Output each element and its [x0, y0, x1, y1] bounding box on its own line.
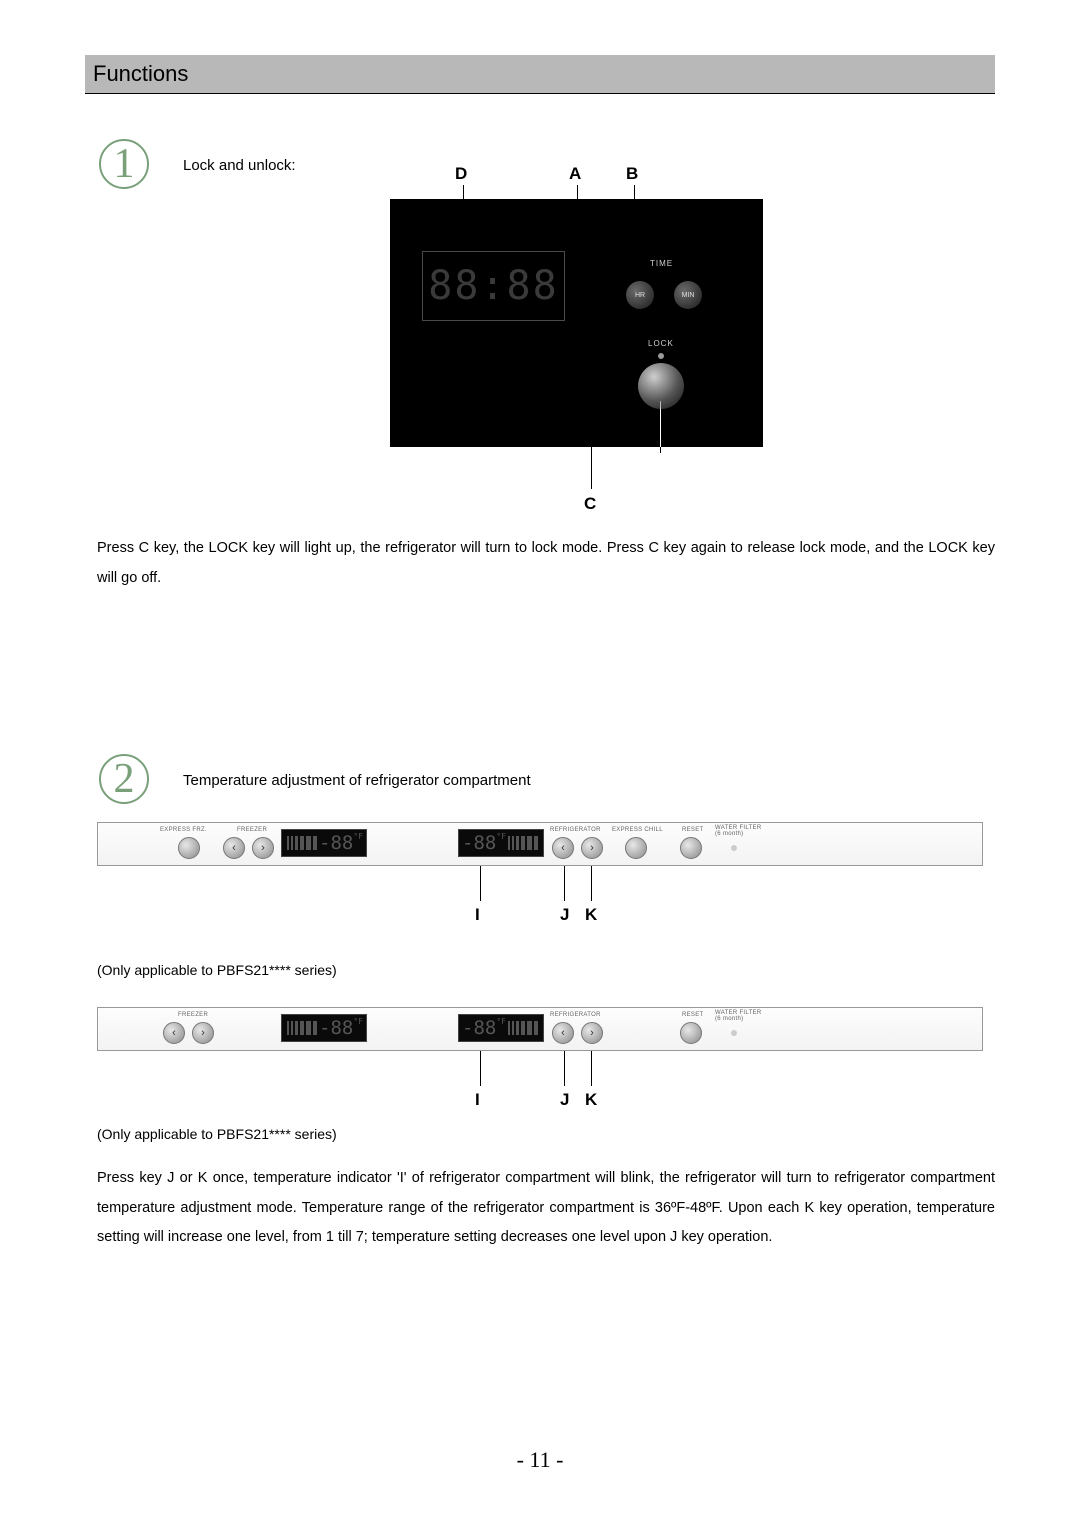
lbl-refrigerator-2: REFRIGERATOR: [550, 1012, 601, 1018]
lock-indicator-dot: [658, 353, 664, 359]
line-C-inside: [660, 401, 661, 453]
freezer-temp-2: -88: [319, 1017, 353, 1039]
line-C: [591, 447, 592, 489]
section-number-2: 2: [99, 754, 149, 804]
section-2-label: Temperature adjustment of refrigerator c…: [183, 772, 531, 789]
section-1-label: Lock and unlock:: [183, 157, 296, 174]
line-B: [634, 185, 635, 199]
c-J-2: [564, 1051, 565, 1086]
line-D: [463, 185, 464, 199]
callout-I-2: I: [475, 1090, 480, 1110]
c-J-1: [564, 866, 565, 901]
section-1: 1 Lock and unlock: D A B C 88:88 TIME HR…: [85, 149, 995, 709]
strip1-note: (Only applicable to PBFS21**** series): [97, 962, 337, 978]
lock-label: LOCK: [648, 339, 674, 348]
freezer-display: -88 °F: [281, 829, 367, 857]
unit-f3: °F: [353, 1017, 363, 1026]
callout-I-1: I: [475, 905, 480, 925]
page-root: Functions 1 Lock and unlock: D A B C 88:…: [0, 0, 1080, 1384]
callout-K-1: K: [585, 905, 597, 925]
lbl-freezer-2: FREEZER: [178, 1012, 208, 1018]
lbl-reset-2: RESET: [682, 1012, 704, 1018]
line-A: [577, 185, 578, 199]
btn-freezer-down[interactable]: ‹: [223, 837, 245, 859]
unit-f2: °F: [496, 832, 506, 841]
section-1-desc: Press C key, the LOCK key will light up,…: [97, 534, 995, 593]
callout-J-2: J: [560, 1090, 569, 1110]
section-2-desc: Press key J or K once, temperature indic…: [97, 1164, 995, 1253]
strip2-frame: FREEZER ‹ › -88 °F -88 °F REFRIGERATOR ‹…: [97, 1007, 983, 1051]
bars-icon-4: [508, 1021, 538, 1035]
num-2: 2: [114, 755, 135, 803]
fridge-temp-2: -88: [462, 1017, 496, 1039]
unit-f1: °F: [353, 832, 363, 841]
black-panel: 88:88 TIME HR MIN LOCK: [390, 199, 763, 447]
c-K-1: [591, 866, 592, 901]
section-2: 2 Temperature adjustment of refrigerator…: [85, 764, 995, 1344]
strip1-frame: EXPRESS FRZ. FREEZER ‹ › -88 °F -88 °F: [97, 822, 983, 866]
bars-icon: [287, 836, 317, 850]
callout-B: B: [626, 164, 638, 184]
clock-display: 88:88: [422, 251, 565, 321]
lbl-reset: RESET: [682, 827, 704, 833]
bars-icon-3: [287, 1021, 317, 1035]
callout-C: C: [584, 494, 596, 514]
page-title: Functions: [93, 61, 188, 86]
lbl-express-chill: EXPRESS CHILL: [612, 827, 663, 833]
btn-reset-2[interactable]: [680, 1022, 702, 1044]
btn-freezer-up-2[interactable]: ›: [192, 1022, 214, 1044]
freezer-display-2: -88 °F: [281, 1014, 367, 1042]
fridge-display: -88 °F: [458, 829, 544, 857]
section-1-desc-text: Press C key, the LOCK key will light up,…: [97, 540, 995, 586]
btn-freezer-down-2[interactable]: ‹: [163, 1022, 185, 1044]
lbl-express-frz: EXPRESS FRZ.: [160, 827, 207, 833]
callout-K-2: K: [585, 1090, 597, 1110]
lbl-water-filter-2: WATER FILTER (6 month): [715, 1010, 765, 1022]
unit-f4: °F: [496, 1017, 506, 1026]
strip2-note: (Only applicable to PBFS21**** series): [97, 1126, 337, 1142]
btn-express-chill[interactable]: [625, 837, 647, 859]
section-number-1: 1: [99, 139, 149, 189]
num-1: 1: [114, 140, 135, 188]
water-filter-led: [731, 845, 737, 851]
lock-button[interactable]: [638, 363, 684, 409]
c-I-2: [480, 1051, 481, 1086]
min-button[interactable]: MIN: [674, 281, 702, 309]
hr-button[interactable]: HR: [626, 281, 654, 309]
c-K-2: [591, 1051, 592, 1086]
c-I-1: [480, 866, 481, 901]
fridge-display-2: -88 °F: [458, 1014, 544, 1042]
bars-icon-2: [508, 836, 538, 850]
control-strip-1: EXPRESS FRZ. FREEZER ‹ › -88 °F -88 °F: [85, 822, 995, 866]
btn-freezer-up[interactable]: ›: [252, 837, 274, 859]
callout-J-1: J: [560, 905, 569, 925]
section-2-desc-text: Press key J or K once, temperature indic…: [97, 1170, 995, 1245]
btn-fridge-up[interactable]: ›: [581, 837, 603, 859]
freezer-temp: -88: [319, 832, 353, 854]
callout-A: A: [569, 164, 581, 184]
btn-fridge-down[interactable]: ‹: [552, 837, 574, 859]
time-label: TIME: [650, 259, 673, 268]
btn-reset[interactable]: [680, 837, 702, 859]
water-filter-led-2: [731, 1030, 737, 1036]
lbl-refrigerator: REFRIGERATOR: [550, 827, 601, 833]
callout-D: D: [455, 164, 467, 184]
btn-fridge-up-2[interactable]: ›: [581, 1022, 603, 1044]
page-number: - 11 -: [0, 1447, 1080, 1473]
control-strip-2: FREEZER ‹ › -88 °F -88 °F REFRIGERATOR ‹…: [85, 1007, 995, 1051]
btn-fridge-down-2[interactable]: ‹: [552, 1022, 574, 1044]
page-title-bar: Functions: [85, 55, 995, 94]
lbl-freezer: FREEZER: [237, 827, 267, 833]
btn-express-frz[interactable]: [178, 837, 200, 859]
fridge-temp: -88: [462, 832, 496, 854]
lbl-water-filter: WATER FILTER (6 month): [715, 825, 765, 837]
